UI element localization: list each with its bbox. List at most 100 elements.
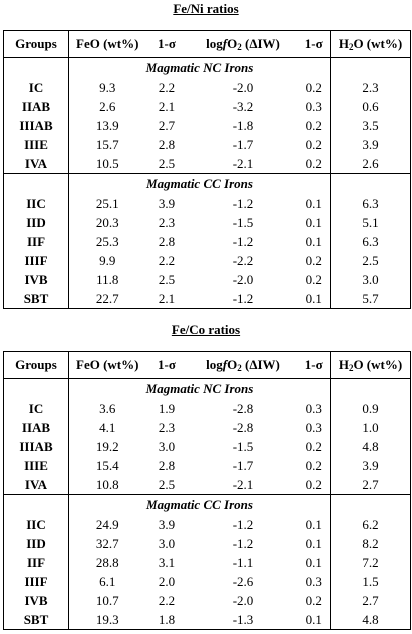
data-row: IID 32.7 3.0 -1.2 0.1 8.2: [3, 534, 411, 553]
value-cell: 3.5: [330, 116, 411, 135]
value-cell: 19.2: [95, 438, 119, 454]
value-cell: 2.0: [158, 573, 176, 589]
value-cell: 2.5: [158, 476, 176, 492]
value-cell: 2.5: [158, 155, 176, 171]
section-cell: [330, 57, 411, 78]
data-row: SBT 22.7 2.1 -1.2 0.1 5.7: [3, 289, 411, 309]
value-cell: 2.7: [158, 117, 176, 133]
data-row: IIC 25.1 3.9 -1.2 0.1 6.3: [3, 194, 411, 213]
value-cell: 0.2: [305, 79, 322, 95]
value-cell: -2.0: [232, 592, 254, 608]
value-cell: -2.6: [232, 573, 254, 589]
value-cell: 4.8: [330, 437, 411, 456]
value-cell: 15.7: [95, 136, 119, 152]
group-name: IIIE: [3, 456, 69, 475]
value-cell: 2.8: [158, 457, 176, 473]
section-row: Magmatic NC Irons: [3, 57, 411, 78]
value-cell: 3.0: [158, 535, 176, 551]
header-cell: 1-σ: [145, 30, 189, 58]
header-row: Groups FeO (wt%) 1-σ logfO2 (ΔIW) 1-σ H2O (wt…: [3, 351, 411, 379]
data-row: IID 20.3 2.3 -1.5 0.1 5.1: [3, 213, 411, 232]
value-cell: 0.2: [305, 155, 322, 171]
value-cell: 3.9: [330, 135, 411, 154]
group-name: IIIF: [3, 572, 69, 591]
table-head: Groups FeO (wt%) 1-σ logfO2 (ΔIW) 1-σ H2O (wt…: [3, 351, 411, 379]
header-text: O: [227, 357, 238, 372]
value-cell: 10.7: [95, 592, 119, 608]
value-cell: 0.2: [305, 252, 322, 268]
data-row: IIIAB 19.2 3.0 -1.5 0.2 4.8: [3, 437, 411, 456]
header-text: 1-σ: [158, 357, 176, 372]
value-cell: 25.1: [95, 195, 119, 211]
section-label: Magmatic NC Irons: [145, 60, 254, 75]
section-label: Magmatic CC Irons: [68, 494, 331, 515]
value-cell: -1.3: [232, 611, 254, 627]
value-cell: 0.1: [305, 214, 322, 230]
group-name: IIAB: [3, 418, 69, 437]
value-cell: 3.0: [158, 438, 176, 454]
section-row: Magmatic CC Irons: [3, 173, 411, 194]
value-cell: 0.3: [305, 400, 322, 416]
value-cell: 0.2: [305, 457, 322, 473]
value-cell: 2.6: [99, 98, 116, 114]
value-cell: -2.8: [232, 419, 254, 435]
value-cell: 0.1: [305, 611, 322, 627]
value-cell: 9.3: [99, 79, 116, 95]
value-cell: 15.4: [95, 457, 119, 473]
value-cell: 0.2: [305, 476, 322, 492]
value-cell: 2.5: [158, 271, 176, 287]
value-cell: -2.8: [232, 400, 254, 416]
value-cell: 11.8: [96, 271, 119, 287]
value-cell: 24.9: [95, 516, 119, 532]
value-cell: 20.3: [95, 214, 119, 230]
group-name: IID: [3, 213, 69, 232]
header-cell: 1-σ: [297, 30, 331, 58]
group-name: IIAB: [3, 97, 69, 116]
header-text: f: [222, 36, 228, 51]
data-row: IIIF 6.1 2.0 -2.6 0.3 1.5: [3, 572, 411, 591]
data-row: IIIF 9.9 2.2 -2.2 0.2 2.5: [3, 251, 411, 270]
group-name: IVB: [3, 591, 69, 610]
group-name: IIF: [3, 232, 69, 251]
value-cell: 3.6: [99, 400, 116, 416]
value-cell: -2.2: [232, 252, 254, 268]
group-name: IID: [3, 534, 69, 553]
value-cell: 8.2: [330, 534, 411, 553]
value-cell: 6.1: [99, 573, 116, 589]
value-cell: 9.9: [99, 252, 116, 268]
data-row: IIF 25.3 2.8 -1.2 0.1 6.3: [3, 232, 411, 251]
group-name: IIF: [3, 553, 69, 572]
value-cell: 2.3: [158, 419, 176, 435]
group-cell: [3, 173, 69, 194]
group-name: IIIF: [3, 251, 69, 270]
header-text: Groups: [15, 357, 57, 372]
value-cell: 0.2: [305, 592, 322, 608]
header-text: log: [206, 36, 223, 51]
value-cell: 25.3: [95, 233, 119, 249]
data-row: IVA 10.5 2.5 -2.1 0.2 2.6: [3, 154, 411, 174]
data-table: Groups FeO (wt%) 1-σ logfO2 (ΔIW) 1-σ H2O (wt…: [3, 30, 411, 309]
table-body: Magmatic NC Irons IC 9.3 2.2 -2.0 0.2 2.3 IIAB 2…: [3, 57, 411, 309]
section-cell: [330, 173, 411, 194]
header-text: log: [206, 357, 223, 372]
value-cell: 0.1: [305, 535, 322, 551]
data-row: IVA 10.8 2.5 -2.1 0.2 2.7: [3, 475, 411, 495]
value-cell: 6.2: [330, 515, 411, 534]
table-body: Magmatic NC Irons IC 3.6 1.9 -2.8 0.3 0.9 IIAB 4…: [3, 378, 411, 630]
header-cell: Groups: [3, 351, 69, 379]
value-cell: -1.5: [232, 438, 254, 454]
header-row: Groups FeO (wt%) 1-σ logfO2 (ΔIW) 1-σ H2O (wt…: [3, 30, 411, 58]
header-text: 2: [237, 363, 242, 373]
value-cell: 2.6: [330, 154, 411, 174]
header-text: 2: [348, 363, 354, 373]
value-cell: -1.2: [232, 535, 254, 551]
value-cell: 3.9: [158, 516, 176, 532]
data-row: IIF 28.8 3.1 -1.1 0.1 7.2: [3, 553, 411, 572]
value-cell: -2.1: [232, 155, 254, 171]
value-cell: 0.1: [305, 516, 322, 532]
value-cell: 5.1: [330, 213, 411, 232]
header-text: O (wt%): [353, 36, 403, 51]
value-cell: 4.1: [99, 419, 116, 435]
